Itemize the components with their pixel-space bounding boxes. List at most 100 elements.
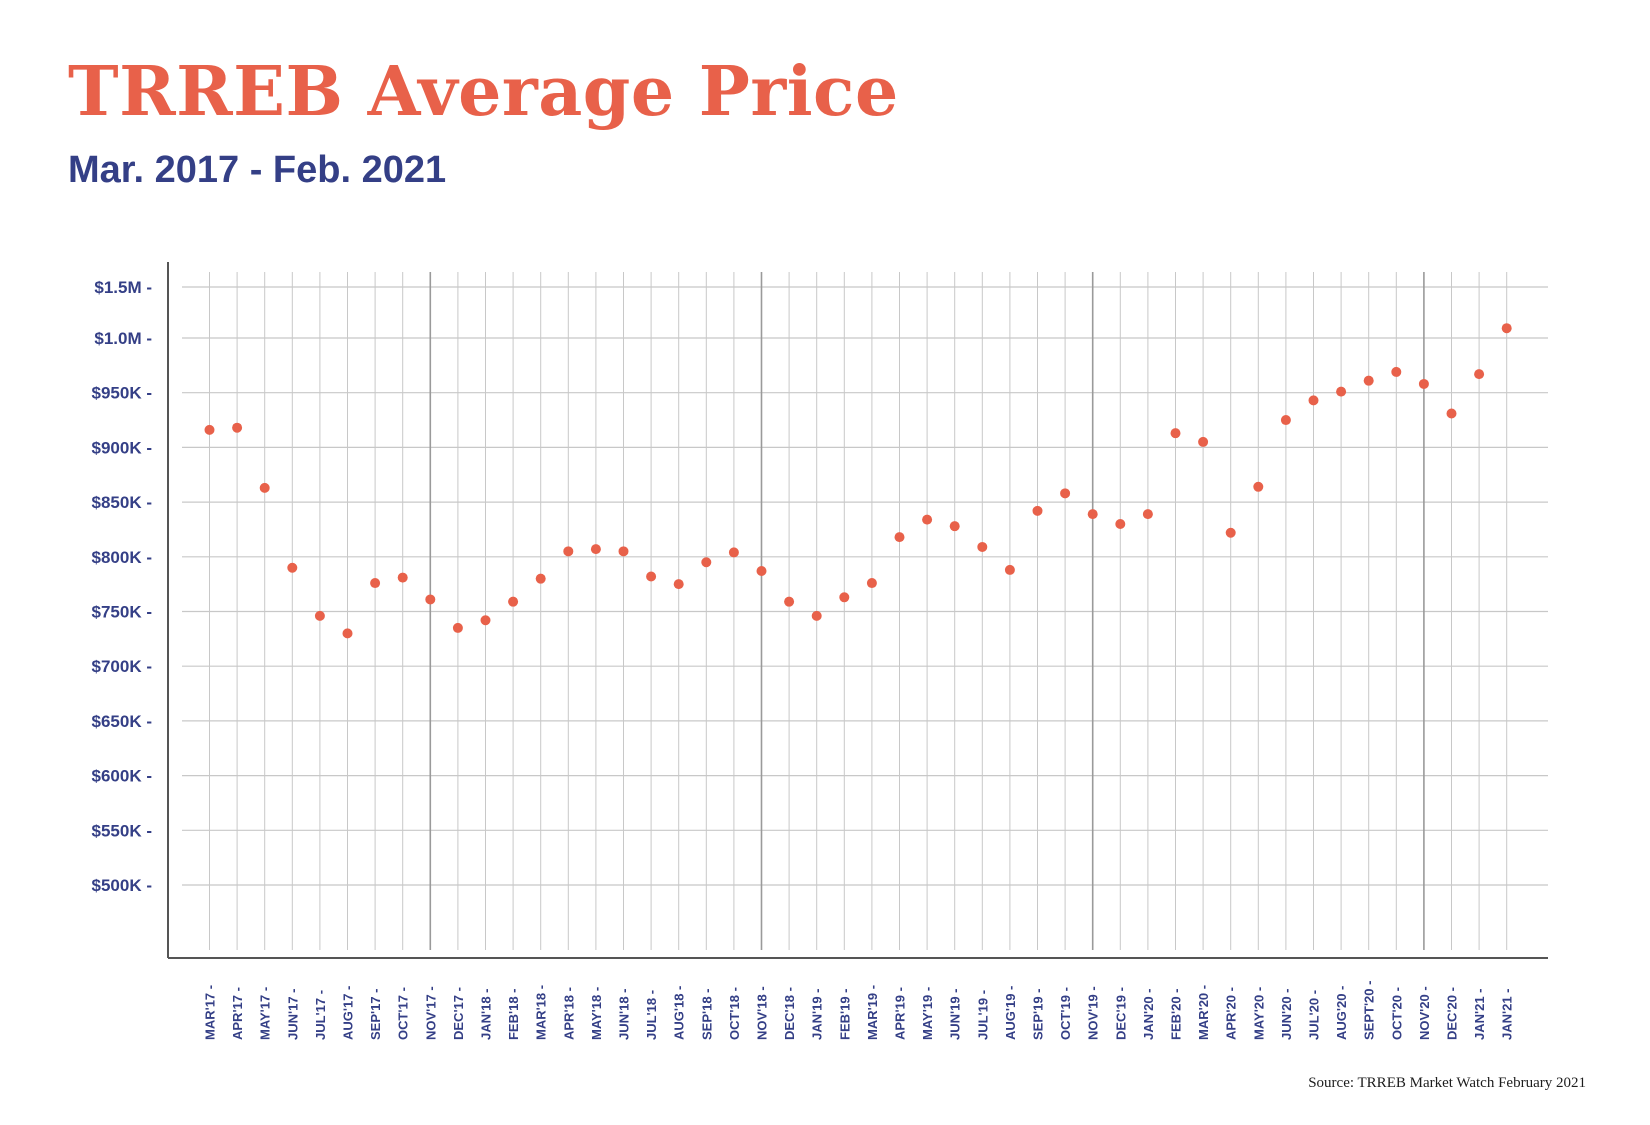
x-tick-label: MAR'19 - (865, 985, 880, 1040)
data-point (618, 546, 629, 557)
data-point (1253, 481, 1264, 492)
data-point (977, 541, 988, 552)
x-tick-label: NOV'19 - (1086, 986, 1101, 1040)
y-tick-label: $850K - (92, 493, 152, 512)
x-tick-label: SEP'18 - (699, 988, 714, 1040)
x-tick-label: NOV'17 - (423, 986, 438, 1040)
x-tick-label: SEPT'20 - (1362, 981, 1377, 1040)
grid-lines (182, 272, 1548, 950)
data-point (1474, 369, 1485, 380)
x-tick-label: MAR'17 - (203, 985, 218, 1040)
x-tick-label: AUG'18 - (672, 986, 687, 1040)
data-point (1391, 366, 1402, 377)
source-note: Source: TRREB Market Watch February 2021 (1308, 1075, 1586, 1091)
data-point (673, 579, 684, 590)
data-point (1032, 505, 1043, 516)
y-tick-label: $550K - (92, 821, 152, 840)
y-tick-label: $750K - (92, 603, 152, 622)
x-tick-label: MAY'17 - (258, 987, 273, 1040)
data-point (1418, 378, 1429, 389)
x-tick-label: FEB'18 - (506, 989, 521, 1041)
x-tick-label: NOV'18 - (755, 986, 770, 1040)
data-point (1198, 436, 1209, 447)
data-point (535, 573, 546, 584)
x-tick-label: MAR'20 - (1196, 985, 1211, 1040)
data-point (1501, 323, 1512, 334)
y-tick-label: $1.0M - (94, 329, 152, 348)
chart-title: TRREB Average Price (68, 52, 899, 132)
data-point (232, 422, 243, 433)
data-point (894, 532, 905, 543)
data-point (784, 596, 795, 607)
x-tick-label: OCT'18 - (727, 987, 742, 1040)
data-point (314, 610, 325, 621)
chart-subtitle: Mar. 2017 - Feb. 2021 (68, 149, 447, 191)
x-tick-label: FEB'19 - (837, 989, 852, 1041)
x-tick-label: OCT'19 - (1058, 987, 1073, 1040)
x-tick-label: APR'20 - (1224, 987, 1239, 1040)
data-point (1363, 375, 1374, 386)
y-tick-label: $700K - (92, 657, 152, 676)
data-point (1336, 386, 1347, 397)
y-tick-label: $650K - (92, 712, 152, 731)
data-point (728, 547, 739, 558)
data-point (811, 610, 822, 621)
x-tick-label: OCT'20 - (1389, 987, 1404, 1040)
x-tick-label: APR'17 - (230, 987, 245, 1040)
data-point (701, 557, 712, 568)
data-point (866, 578, 877, 589)
x-tick-label: JUL'20 - (1307, 990, 1322, 1040)
x-tick-label: JAN'21 - (1500, 989, 1515, 1041)
x-tick-label: FEB'20 - (1169, 989, 1184, 1041)
data-point (370, 578, 381, 589)
x-tick-label: AUG'20 - (1334, 986, 1349, 1040)
data-point (1308, 395, 1319, 406)
y-axis-ticks: $1.5M - $1.0M - $950K - $900K - $850K - $800K… (92, 278, 152, 895)
x-tick-label: JUN'20 - (1279, 989, 1294, 1041)
y-tick-label: $800K - (92, 548, 152, 567)
x-tick-label: DEC'19 - (1113, 987, 1128, 1040)
data-point (646, 571, 657, 582)
data-point (1115, 518, 1126, 529)
x-tick-label: MAY'19 - (920, 987, 935, 1040)
x-tick-label: AUG'19 - (1003, 986, 1018, 1040)
x-tick-label: JUN'17 - (285, 989, 300, 1041)
x-tick-label: MAY'18 - (589, 987, 604, 1040)
data-point (1225, 527, 1236, 538)
data-point (563, 546, 574, 557)
x-tick-label: MAY'20 - (1251, 987, 1266, 1040)
data-point (1142, 509, 1153, 520)
y-tick-label: $600K - (92, 767, 152, 786)
x-tick-label: MAR'18 - (534, 985, 549, 1040)
y-tick-label: $500K - (92, 876, 152, 895)
x-tick-label: SEP'17 - (368, 988, 383, 1040)
x-tick-label: OCT'17 - (396, 987, 411, 1040)
data-point (1060, 488, 1071, 499)
data-point (1004, 564, 1015, 575)
data-point (508, 596, 519, 607)
data-point (756, 566, 767, 577)
data-points (204, 323, 1512, 639)
x-tick-label: JUN'18 - (617, 989, 632, 1041)
y-tick-label: $1.5M - (94, 278, 152, 297)
x-tick-label: SEP'19 - (1031, 988, 1046, 1040)
x-tick-label: JUL'18 - (644, 990, 659, 1040)
x-tick-label: JAN'19 - (810, 989, 825, 1041)
data-point (452, 622, 463, 633)
data-point (287, 562, 298, 573)
x-tick-label: APR'18 - (561, 987, 576, 1040)
data-point (949, 521, 960, 532)
x-tick-label: DEC'20 - (1445, 987, 1460, 1040)
data-point (397, 572, 408, 583)
data-point (922, 514, 933, 525)
x-tick-label: JUL'19 - (975, 990, 990, 1040)
data-point (1087, 509, 1098, 520)
x-axis-ticks: MAR'17 - APR'17 - MAY'17 - JUN'17 - JUL'17 -… (203, 981, 1515, 1040)
data-point (425, 594, 436, 605)
x-tick-label: JAN'18 - (479, 989, 494, 1041)
x-tick-label: AUG'17 - (341, 986, 356, 1040)
data-point (590, 544, 601, 555)
x-tick-label: JAN'21 - (1472, 989, 1487, 1041)
x-tick-label: DEC'17 - (451, 987, 466, 1040)
